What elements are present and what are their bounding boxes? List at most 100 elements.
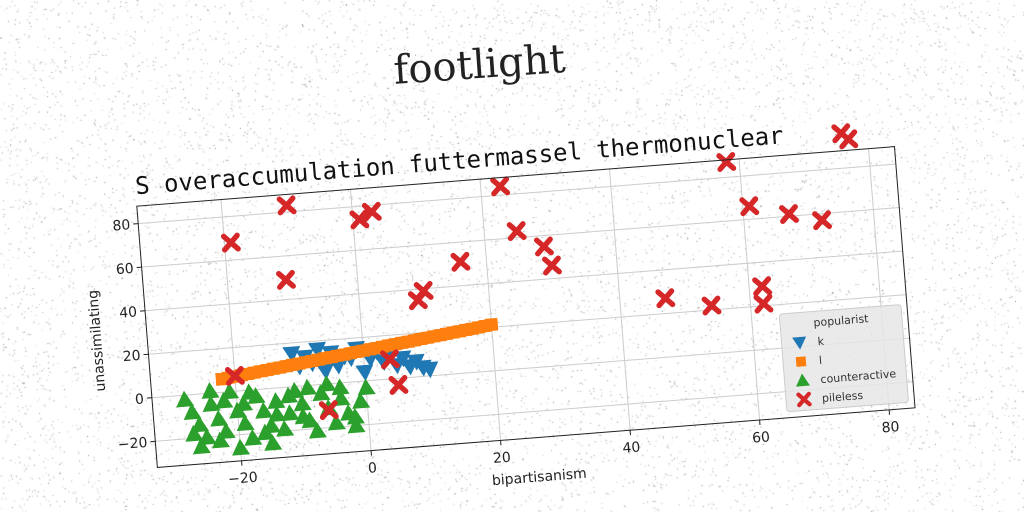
legend-marker-k	[792, 336, 807, 350]
data-point	[299, 378, 318, 396]
data-point	[355, 364, 374, 382]
data-point	[752, 276, 773, 297]
data-point	[739, 196, 760, 217]
data-point	[506, 221, 527, 242]
data-point	[393, 350, 412, 368]
data-point	[327, 413, 346, 431]
y-grid-line	[148, 294, 907, 355]
data-point	[176, 390, 195, 408]
axis-ticks: −20 0 20 40 60 80 −20 0 20 40 60 80	[112, 217, 900, 488]
data-points	[176, 123, 859, 456]
legend-label-pileless: pileless	[822, 389, 864, 405]
data-point	[264, 434, 283, 451]
data-point	[450, 251, 471, 272]
data-point	[352, 392, 371, 409]
series-pileless	[220, 123, 859, 421]
data-point	[236, 414, 255, 432]
plot-group: S overaccumulation futtermassel thermonu…	[85, 121, 916, 489]
data-point	[267, 392, 286, 410]
data-point	[255, 401, 274, 419]
x-grid-line	[479, 179, 502, 441]
data-point	[308, 421, 327, 439]
x-axis-label: bipartisanism	[491, 466, 587, 489]
data-point	[346, 407, 365, 425]
data-point	[293, 394, 312, 412]
data-point	[220, 232, 241, 253]
y-tick-label: 20	[122, 348, 141, 365]
series-counteractive	[176, 375, 376, 456]
data-point	[413, 281, 434, 301]
data-point	[779, 204, 799, 224]
data-point	[185, 424, 204, 442]
data-point	[224, 365, 245, 386]
chart-title: S overaccumulation futtermassel thermonu…	[134, 121, 784, 200]
data-point	[282, 346, 301, 363]
data-point	[812, 210, 833, 231]
data-point	[232, 438, 251, 456]
data-point	[191, 415, 210, 433]
data-point	[701, 295, 722, 316]
data-point	[215, 391, 234, 409]
y-grid-line	[144, 250, 903, 312]
legend-box	[778, 304, 909, 413]
x-tick-label: 20	[492, 450, 511, 467]
y-axis-label: unassimilating	[85, 289, 109, 392]
y-tick-label: 80	[112, 217, 131, 234]
data-point	[379, 349, 400, 370]
data-point	[655, 288, 676, 309]
data-point	[210, 409, 229, 427]
data-point	[753, 293, 774, 314]
data-point	[221, 382, 240, 400]
legend-label-l: l	[819, 354, 823, 367]
data-point	[276, 419, 295, 437]
y-tick-label: 40	[119, 304, 138, 321]
data-point	[838, 129, 859, 150]
legend-marker-counteractive	[796, 373, 810, 387]
data-point	[235, 394, 254, 412]
x-tick-label: −20	[228, 470, 259, 488]
series-l	[215, 317, 499, 386]
data-point	[388, 374, 409, 395]
data-point	[357, 378, 376, 396]
data-point	[268, 405, 287, 423]
data-point	[212, 431, 230, 449]
data-point	[294, 407, 313, 425]
y-tick-label: −20	[117, 435, 148, 453]
data-point	[361, 201, 382, 222]
data-point	[201, 382, 220, 399]
grid-lines	[138, 148, 914, 461]
data-point	[534, 236, 554, 257]
data-point	[280, 386, 299, 404]
legend-marker-pileless	[796, 391, 812, 408]
data-point	[198, 428, 217, 446]
data-point	[217, 422, 236, 440]
y-tick-label: 0	[134, 391, 144, 408]
data-point	[192, 437, 211, 455]
y-tick-label: 60	[115, 261, 134, 278]
data-point	[312, 384, 331, 402]
data-point	[240, 383, 259, 401]
data-point	[316, 363, 335, 380]
legend-label-k: k	[817, 335, 825, 349]
data-point	[349, 209, 370, 230]
data-point	[276, 269, 296, 290]
data-point	[244, 429, 263, 446]
data-point	[484, 317, 499, 332]
data-point	[716, 152, 737, 172]
x-grid-line	[609, 168, 631, 431]
data-point	[347, 416, 366, 434]
x-tick-label: 0	[367, 460, 377, 477]
data-point	[318, 400, 339, 421]
data-point	[331, 378, 350, 396]
data-point	[307, 341, 326, 359]
data-point	[542, 255, 562, 276]
axes-frame	[136, 146, 916, 468]
data-point	[420, 361, 439, 379]
x-tick-label: 60	[752, 429, 771, 446]
x-tick-label: 40	[622, 439, 641, 456]
legend-marker-l	[795, 356, 807, 367]
